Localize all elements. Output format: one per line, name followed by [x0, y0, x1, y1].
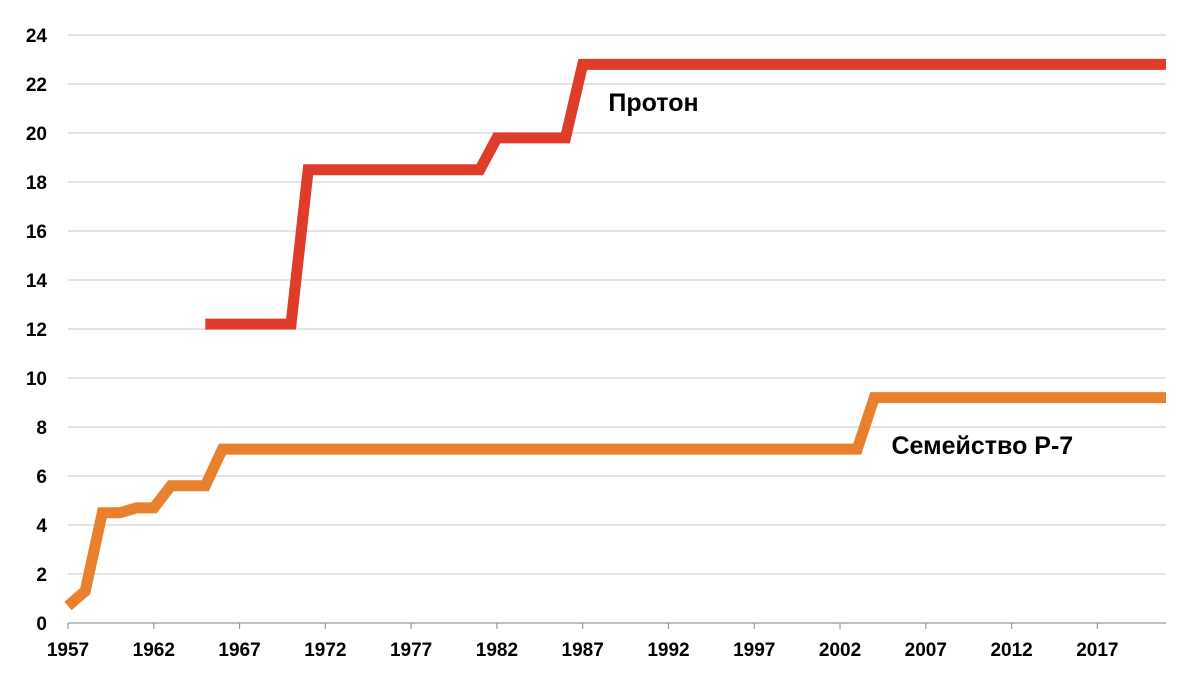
x-tick-label-1977: 1977	[390, 640, 432, 661]
series-label-0: Протон	[608, 89, 698, 117]
x-tick-label-1962: 1962	[133, 640, 175, 661]
x-tick-label-1957: 1957	[47, 640, 89, 661]
x-axis	[67, 622, 1166, 629]
x-tick-label-1992: 1992	[647, 640, 689, 661]
x-tick-label-2007: 2007	[905, 640, 947, 661]
x-tick-label-2012: 2012	[990, 640, 1032, 661]
y-tick-label-2: 2	[36, 565, 47, 586]
y-tick-label-16: 16	[26, 222, 47, 243]
x-tick-label-1982: 1982	[476, 640, 518, 661]
series-label-1: Семейство Р-7	[892, 432, 1074, 460]
x-tick-label-1987: 1987	[562, 640, 604, 661]
y-tick-label-20: 20	[26, 124, 47, 145]
x-tick-label-1972: 1972	[304, 640, 346, 661]
y-tick-label-12: 12	[26, 320, 47, 341]
y-tick-label-14: 14	[26, 271, 48, 292]
y-tick-label-10: 10	[26, 369, 47, 390]
x-axis-tick-labels: 1957 1962 1967 1972 1977 1982 1987 1992 1997 2002…	[47, 640, 1119, 661]
x-tick-label-1997: 1997	[733, 640, 775, 661]
y-tick-label-6: 6	[36, 467, 47, 488]
x-tick-label-1967: 1967	[218, 640, 260, 661]
y-tick-label-0: 0	[36, 614, 47, 635]
x-tick-label-2017: 2017	[1076, 640, 1118, 661]
x-tick-label-2002: 2002	[819, 640, 861, 661]
series-line-0	[205, 58, 1166, 330]
data-series	[64, 58, 1166, 611]
y-tick-label-4: 4	[36, 516, 47, 537]
y-tick-label-8: 8	[36, 418, 47, 439]
y-tick-label-22: 22	[26, 75, 47, 96]
series-line-1	[64, 392, 1166, 611]
series-annotations: Протон Семейство Р-7	[608, 89, 1073, 460]
y-tick-label-24: 24	[26, 26, 48, 47]
y-tick-label-18: 18	[26, 173, 47, 194]
